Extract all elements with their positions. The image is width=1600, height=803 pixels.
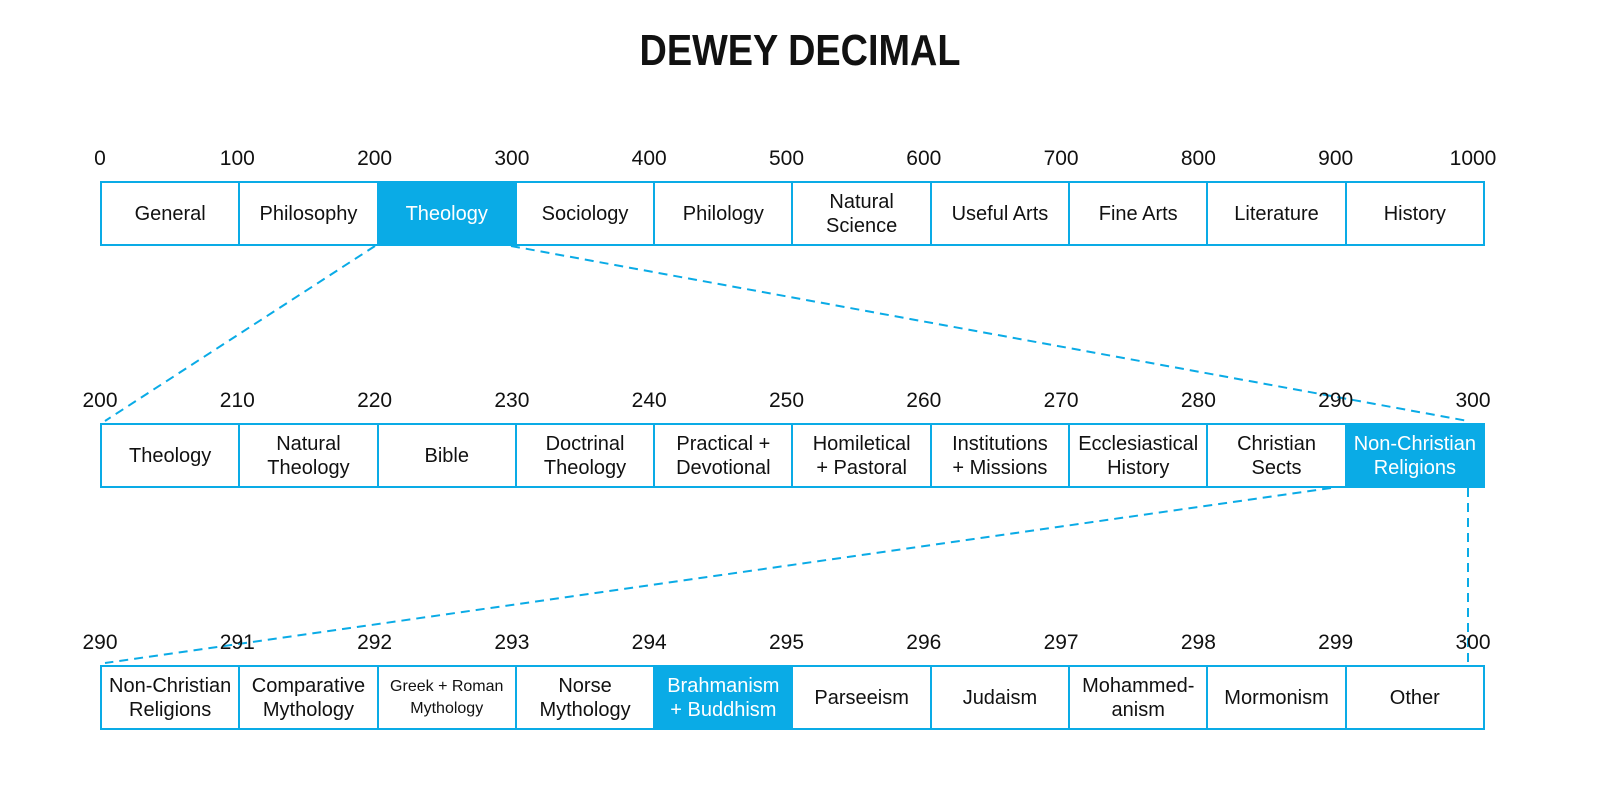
- class-cell-label: Comparative Mythology: [251, 674, 366, 721]
- class-cell-label: Brahmanism + Buddhism: [667, 674, 780, 721]
- level-1-class-bar: General Philosophy Theology Sociology Philol…: [100, 181, 1503, 246]
- class-cell-label: General: [134, 202, 206, 225]
- scale-tick-label: 400: [631, 147, 667, 170]
- class-cell-label: Useful Arts: [951, 202, 1049, 225]
- level-3-class-bar: Non-Christian Religions Comparative Mytho…: [100, 665, 1503, 730]
- class-cell: History: [1344, 181, 1485, 246]
- class-cell: Non-Christian Religions: [100, 665, 241, 730]
- class-cell: Useful Arts: [929, 181, 1071, 246]
- class-cell-label: Bible: [424, 444, 469, 467]
- scale-tick-label: 500: [768, 147, 805, 170]
- scale-tick-label: 100: [219, 147, 255, 170]
- class-cell-label: Non-Christian Religions: [109, 674, 232, 721]
- class-cell-label: Sociology: [541, 202, 629, 225]
- scale-tick-label: 250: [768, 389, 805, 412]
- class-cell-label: Institutions + Missions: [952, 432, 1048, 479]
- class-cell: Homiletical + Pastoral: [791, 423, 932, 488]
- diagram-title: DEWEY DECIMAL: [639, 26, 961, 75]
- class-cell: Literature: [1206, 181, 1347, 246]
- class-cell-label: Homiletical + Pastoral: [812, 432, 911, 479]
- scale-tick-label: 200: [357, 147, 393, 170]
- scale-tick-label: 290: [1318, 389, 1354, 412]
- class-cell-label: Philosophy: [259, 202, 358, 225]
- class-cell: Natural Science: [791, 181, 932, 246]
- class-cell: Comparative Mythology: [238, 665, 379, 730]
- scale-tick-label: 291: [219, 631, 255, 654]
- class-cell-label: Other: [1389, 686, 1440, 709]
- class-cell: Sociology: [514, 181, 656, 246]
- class-cell: Theology: [100, 423, 241, 488]
- class-cell-label: Natural Theology: [267, 432, 350, 479]
- class-cell-label: Literature: [1234, 202, 1319, 225]
- class-cell: Philosophy: [238, 181, 379, 246]
- class-cell: Judaism: [929, 665, 1071, 730]
- scale-tick-label: 295: [768, 631, 805, 654]
- scale-tick-label: 300: [494, 147, 530, 170]
- class-cell-label: Mormonism: [1224, 686, 1329, 709]
- scale-tick-label: 700: [1043, 147, 1079, 170]
- class-cell-label: History: [1383, 202, 1446, 225]
- class-cell-label: Non-Christian Religions: [1353, 432, 1476, 479]
- class-cell: Natural Theology: [238, 423, 379, 488]
- class-cell: Philology: [653, 181, 794, 246]
- class-cell-highlighted: Non-Christian Religions: [1344, 423, 1485, 488]
- class-cell: General: [100, 181, 241, 246]
- scale-tick-label: 300: [1455, 389, 1491, 412]
- scale-tick-label: 200: [82, 389, 118, 412]
- scale-tick-label: 220: [357, 389, 393, 412]
- class-cell: Bible: [376, 423, 517, 488]
- class-cell-label: Judaism: [962, 686, 1038, 709]
- scale-tick-label: 293: [494, 631, 530, 654]
- scale-tick-label: 297: [1043, 631, 1079, 654]
- class-cell: Institutions + Missions: [929, 423, 1071, 488]
- class-cell-label: Natural Science: [826, 190, 898, 237]
- class-cell: Fine Arts: [1068, 181, 1209, 246]
- scale-tick-label: 230: [494, 389, 530, 412]
- class-cell-label: Christian Sects: [1237, 432, 1316, 479]
- class-cell-label: Practical + Devotional: [676, 432, 771, 479]
- scale-tick-label: 210: [219, 389, 255, 412]
- class-cell: Ecclesiastical History: [1068, 423, 1209, 488]
- scale-tick-label: 290: [82, 631, 118, 654]
- level-2-class-bar: Theology Natural Theology Bible Doctrinal T…: [100, 423, 1503, 488]
- class-cell-label: Doctrinal Theology: [543, 432, 627, 479]
- connector-line-2-left: [104, 487, 1332, 664]
- scale-tick-label: 800: [1180, 147, 1216, 170]
- class-cell-highlighted: Brahmanism + Buddhism: [653, 665, 794, 730]
- class-cell: Doctrinal Theology: [514, 423, 656, 488]
- class-cell-label: Fine Arts: [1098, 202, 1178, 225]
- class-cell-highlighted: Theology: [376, 181, 517, 246]
- class-cell-label: Philology: [682, 202, 764, 225]
- class-cell: Practical + Devotional: [653, 423, 794, 488]
- class-cell: Mohammed- anism: [1068, 665, 1209, 730]
- scale-tick-label: 298: [1180, 631, 1216, 654]
- class-cell-label: Norse Mythology: [539, 674, 631, 721]
- scale-tick-label: 300: [1455, 631, 1491, 654]
- scale-tick-label: 292: [357, 631, 393, 654]
- class-cell-label: Theology: [129, 444, 212, 467]
- scale-tick-label: 296: [906, 631, 942, 654]
- scale-tick-label: 280: [1180, 389, 1216, 412]
- scale-tick-label: 270: [1043, 389, 1079, 412]
- scale-tick-label: 1000: [1449, 147, 1497, 170]
- scale-tick-label: 294: [631, 631, 667, 654]
- class-cell: Greek + Roman Mythology: [376, 665, 517, 730]
- scale-tick-label: 600: [906, 147, 942, 170]
- scale-tick-label: 240: [631, 389, 667, 412]
- class-cell: Parseeism: [791, 665, 932, 730]
- scale-tick-label: 299: [1318, 631, 1354, 654]
- class-cell: Christian Sects: [1206, 423, 1347, 488]
- class-cell-label: Mohammed- anism: [1082, 674, 1195, 721]
- class-cell-label: Parseeism: [814, 686, 909, 709]
- class-cell-label: Greek + Roman Mythology: [390, 677, 504, 717]
- class-cell: Other: [1344, 665, 1485, 730]
- scale-tick-label: 900: [1318, 147, 1354, 170]
- class-cell: Norse Mythology: [514, 665, 656, 730]
- scale-tick-label: 0: [94, 147, 106, 170]
- class-cell: Mormonism: [1206, 665, 1347, 730]
- class-cell-label: Ecclesiastical History: [1078, 432, 1199, 479]
- scale-tick-label: 260: [906, 389, 942, 412]
- class-cell-label: Theology: [405, 202, 488, 225]
